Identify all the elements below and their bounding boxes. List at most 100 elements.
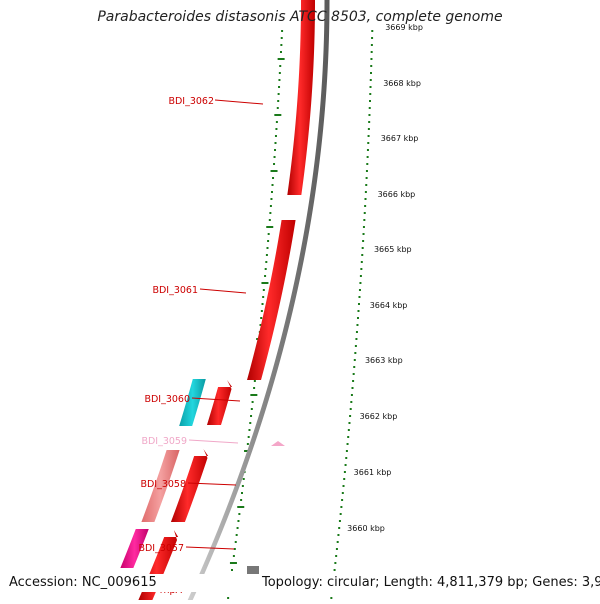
outer-tick-dot [354,345,357,347]
outer-tick-dot [341,499,344,501]
gene-leader-line [191,397,241,402]
outer-tick-dot [367,142,370,144]
outer-tick-dot [335,555,338,557]
inner-tick-dot [250,408,253,410]
kbp-tick-label: 3660 kbp [347,524,385,533]
map-title: Parabacteroides distasonis ATCC 8503, co… [97,9,503,25]
outer-tick-dot [371,30,374,32]
inner-tick-dot [274,135,277,137]
outer-tick-dot [349,415,352,417]
outer-tick-dot [343,471,346,473]
inner-tick-dot [265,254,268,256]
inner-tick-dot [280,37,283,39]
gene-block-magenta [120,529,149,568]
inner-tick-dot [260,317,263,319]
inner-tick-dot [260,310,263,312]
kbp-tick-label: 3665 kbp [374,245,412,254]
outer-tick-dot [348,422,351,424]
outer-tick-dot [369,86,372,88]
inner-tick-dot [270,170,278,172]
outer-tick-dot [365,170,368,172]
map-footer: Accession: NC_009615 Topology: circular;… [0,574,600,592]
outer-tick-dot [354,352,357,354]
outer-tick-dot [370,44,373,46]
outer-tick-dot [338,520,341,522]
kbp-tick-label: 3668 kbp [383,79,421,88]
outer-tick-dot [368,121,371,123]
outer-tick-dot [370,51,373,53]
gene-label-bdi-3059: BDI_3059 [141,436,187,447]
kbp-tick-label: 3663 kbp [365,356,403,365]
inner-tick-dot [272,177,275,179]
outer-tick-dot [365,177,368,179]
outer-tick-dot [341,492,344,494]
inner-tick-dot [269,205,272,207]
inner-tick-dot [262,296,265,298]
gene-labels: BDI_3062 BDI_3061 BDI_3060 BDI_3059 BDI_3058… [138,96,264,596]
outer-tick-dot [371,37,374,39]
outer-tick-dot [361,247,364,249]
outer-tick-dot [330,597,333,599]
outer-tick-dot [367,128,370,130]
inner-tick-dot [236,527,239,529]
inner-tick-dot [279,65,282,67]
inner-tick-dot [277,58,285,60]
outer-tick-dot [333,569,336,571]
outer-tick-dot [336,541,339,543]
outer-tick-dot [344,464,347,466]
inner-tick-dot [251,401,254,403]
inner-tick-dot [262,289,265,291]
inner-tick-dot [278,79,281,81]
inner-tick-dot [276,107,279,109]
outer-tick-dot [365,184,368,186]
kbp-tick-label: 3667 kbp [381,134,419,143]
outer-tick-dot [352,380,355,382]
outer-tick-dot [362,226,365,228]
outer-tick-dot [366,163,369,165]
outer-tick-dot [370,65,373,67]
gene-label-bdi-3058: BDI_3058 [140,479,186,490]
inner-tick-dot [233,548,236,550]
gene-features [120,0,315,600]
outer-tick-dot [361,254,364,256]
outer-tick-dot [339,513,342,515]
outer-tick-dot [366,156,369,158]
inner-tick-dot [240,499,243,501]
inner-tick-dot [241,485,244,487]
outer-tick-dot [359,282,362,284]
inner-tick-dot [250,415,253,417]
inner-tick-dot [273,156,276,158]
outer-tick-dot [353,359,356,361]
inner-tick-dot [265,261,268,263]
gene-block-salmon [141,450,180,522]
inner-tick-dot [242,478,245,480]
outer-tick-dot [367,135,370,137]
outer-tick-dot [343,478,346,480]
inner-tick-dot [259,324,262,326]
gene-block-grey [247,566,259,574]
inner-tick-dot [261,282,269,284]
outer-tick-dot [335,548,338,550]
outer-tick-dot [357,303,360,305]
topology-text: Topology: circular; Length: 4,811,379 bp… [262,575,600,590]
inner-tick-dot [277,93,280,95]
inner-tick-dot [274,114,282,116]
outer-tick-dot [360,261,363,263]
inner-tick-dot [264,268,267,270]
outer-tick-dot [355,331,358,333]
outer-tick-dot [334,562,337,564]
outer-tick-dot [350,401,353,403]
outer-tick-dot [345,450,348,452]
gene-leader-line [185,546,235,550]
gene-arrow-bdi-3059 [271,441,285,446]
outer-tick-dot [338,527,341,529]
kbp-axis: 3669 kbp 3668 kbp 3667 kbp 3666 kbp 3665 kbp… [347,23,423,533]
gene-leader-line [188,439,239,444]
outer-tick-dot [363,212,366,214]
outer-tick-dot [350,394,353,396]
outer-tick-dot [364,191,367,193]
accession-text: Accession: NC_009615 [9,575,157,590]
kbp-tick-label: 3664 kbp [370,301,408,310]
